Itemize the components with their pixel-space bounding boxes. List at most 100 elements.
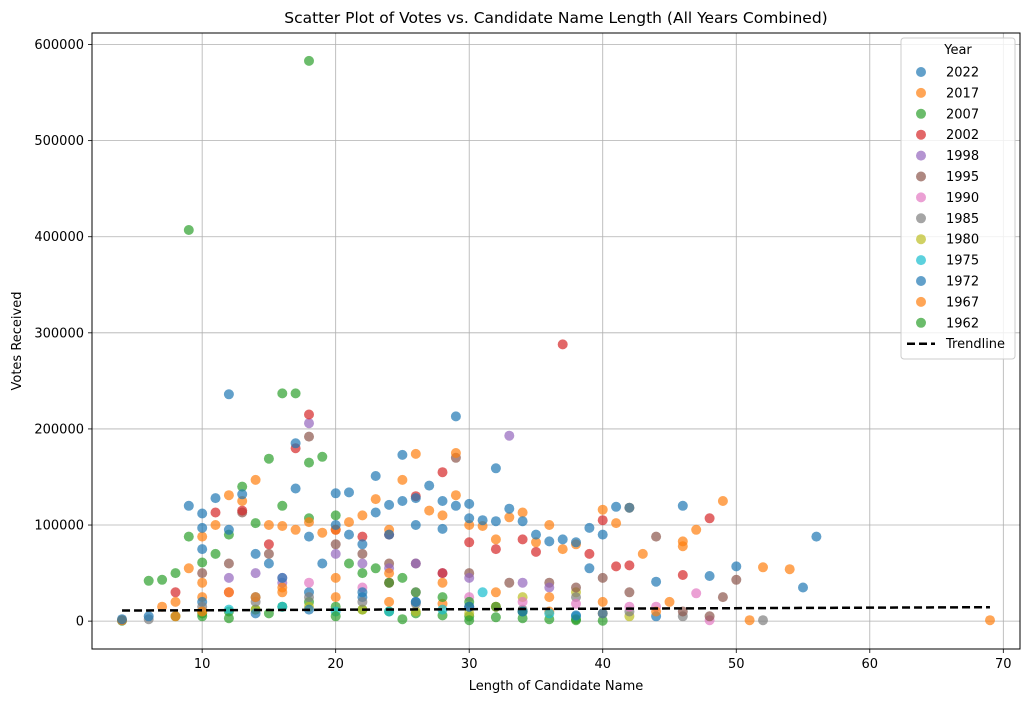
legend-marker	[916, 171, 926, 182]
data-point	[330, 510, 341, 521]
legend-label: 2002	[946, 128, 979, 143]
data-point	[397, 572, 408, 583]
data-point	[304, 517, 314, 528]
data-point	[464, 572, 475, 583]
data-point	[437, 577, 448, 588]
data-point	[344, 487, 354, 498]
data-point	[490, 587, 501, 598]
data-point	[237, 481, 248, 492]
data-point	[237, 489, 248, 500]
data-point	[344, 558, 354, 569]
data-point	[410, 558, 421, 569]
data-point	[584, 548, 595, 559]
data-point	[704, 611, 715, 622]
legend-marker	[916, 234, 926, 245]
data-point	[571, 610, 581, 621]
y-tick-label: 500000	[34, 134, 84, 149]
data-point	[304, 418, 314, 429]
data-point	[504, 503, 515, 514]
data-point	[304, 577, 314, 588]
y-tick-label: 100000	[34, 519, 84, 534]
data-point	[370, 507, 381, 518]
data-point	[317, 451, 328, 462]
y-tick-label: 300000	[34, 326, 84, 341]
legend-marker	[916, 67, 926, 77]
data-point	[197, 544, 208, 555]
data-point	[597, 515, 608, 526]
data-point	[584, 563, 595, 574]
y-axis-title: Votes Received	[10, 292, 25, 391]
data-point	[183, 500, 194, 511]
data-point	[210, 507, 221, 518]
data-point	[223, 613, 234, 624]
data-point	[384, 499, 395, 510]
data-point	[557, 534, 568, 545]
data-point	[170, 568, 181, 579]
data-point	[571, 537, 581, 548]
data-point	[464, 537, 475, 548]
data-point	[330, 520, 341, 530]
data-point	[183, 531, 194, 542]
data-point	[277, 388, 288, 399]
data-point	[223, 572, 234, 583]
data-point	[197, 522, 208, 533]
legend-marker	[916, 108, 926, 119]
data-point	[504, 512, 515, 523]
data-point	[357, 539, 368, 550]
legend-label: 1995	[946, 170, 979, 185]
data-point	[250, 518, 261, 529]
data-point	[170, 611, 181, 622]
data-point	[250, 548, 261, 559]
data-point	[304, 592, 314, 603]
legend-item-1998: 1998	[916, 149, 979, 164]
data-point	[397, 496, 408, 506]
data-point	[250, 474, 261, 485]
data-point	[330, 611, 341, 622]
data-point	[223, 524, 234, 535]
data-point	[437, 523, 448, 534]
plot-frame	[91, 32, 1021, 650]
data-point	[450, 411, 461, 422]
data-point	[691, 524, 702, 535]
data-point	[344, 529, 354, 540]
data-point	[237, 505, 248, 516]
data-point	[477, 587, 488, 598]
data-point	[263, 548, 274, 559]
data-point	[677, 541, 688, 552]
data-point	[384, 529, 395, 540]
x-tick-label: 70	[995, 657, 1012, 672]
data-point	[717, 592, 728, 603]
data-point	[677, 570, 688, 580]
data-point	[557, 544, 568, 555]
series-2022	[117, 389, 822, 625]
data-points	[117, 55, 995, 626]
data-point	[437, 467, 448, 478]
data-point	[571, 582, 581, 593]
legend-item-1975: 1975	[916, 254, 979, 269]
data-point	[464, 498, 475, 509]
data-point	[277, 521, 288, 531]
data-point	[330, 548, 341, 559]
legend-item-1962: 1962	[916, 316, 979, 331]
data-point	[517, 516, 528, 527]
legend-item-2022: 2022	[916, 66, 979, 81]
legend-label: 2017	[946, 86, 979, 101]
data-point	[517, 534, 528, 545]
legend-marker	[916, 150, 926, 161]
data-point	[384, 606, 395, 617]
data-point	[758, 615, 768, 626]
data-point	[370, 494, 381, 505]
series-2017	[117, 448, 995, 626]
legend-item-1972: 1972	[916, 275, 979, 290]
data-point	[357, 596, 368, 607]
data-point	[597, 608, 608, 619]
data-point	[985, 615, 995, 626]
data-point	[290, 524, 301, 535]
data-point	[183, 563, 194, 574]
data-point	[424, 505, 435, 516]
data-point	[651, 531, 662, 542]
data-point	[597, 572, 608, 583]
legend-item-1980: 1980	[916, 233, 979, 248]
